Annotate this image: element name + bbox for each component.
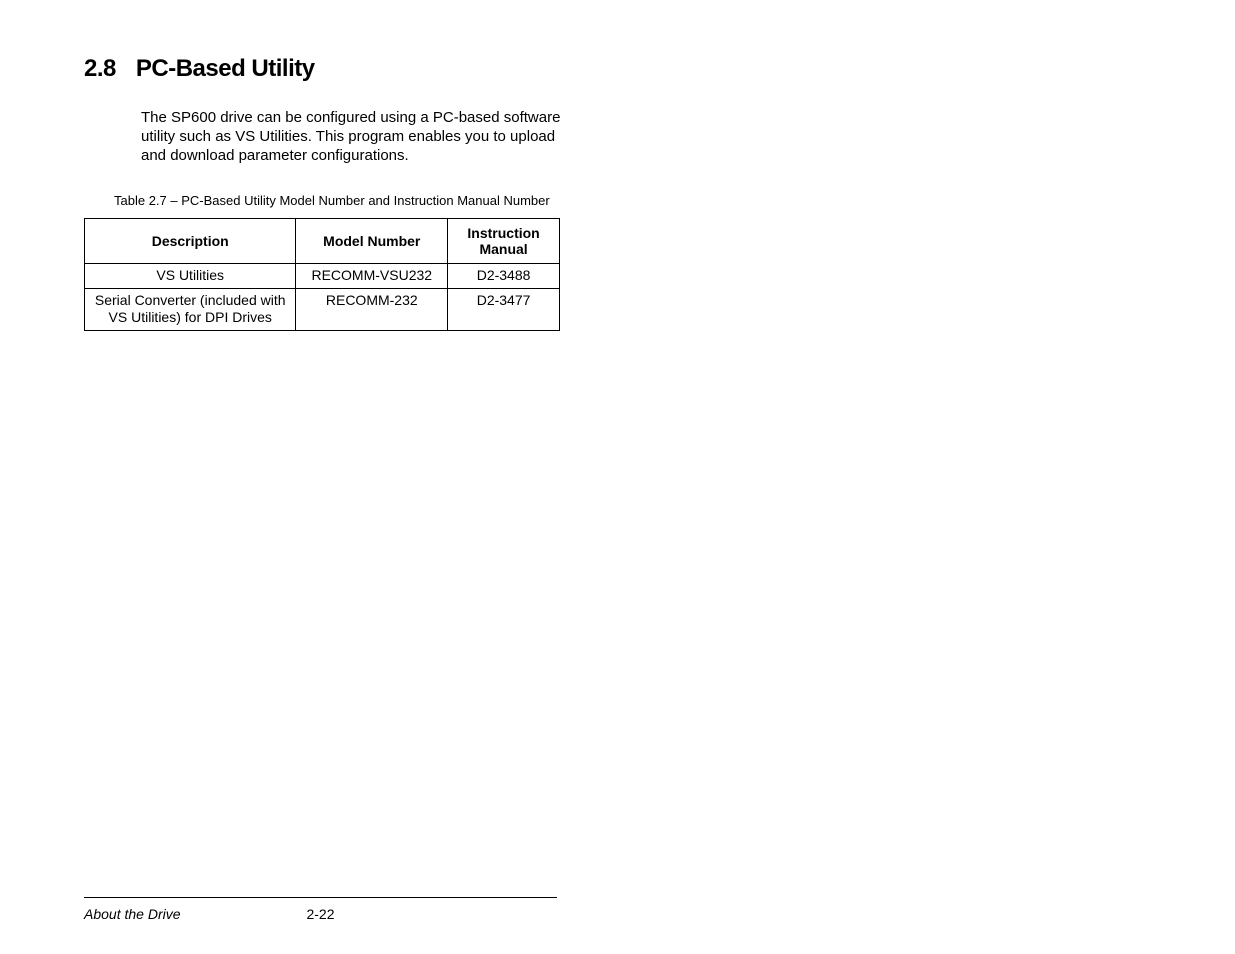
utility-table: Description Model Number Instruction Man… <box>84 218 560 331</box>
table-header-row: Description Model Number Instruction Man… <box>85 219 560 264</box>
col-header-description: Description <box>85 219 296 264</box>
cell-manual: D2-3477 <box>448 288 560 330</box>
cell-description: Serial Converter (included with VS Utili… <box>85 288 296 330</box>
col-header-manual: Instruction Manual <box>448 219 560 264</box>
table-caption: Table 2.7 – PC-Based Utility Model Numbe… <box>114 193 1151 208</box>
table-row: Serial Converter (included with VS Utili… <box>85 288 560 330</box>
col-header-model: Model Number <box>296 219 448 264</box>
section-heading: 2.8 PC-Based Utility <box>84 55 1151 83</box>
cell-model: RECOMM-232 <box>296 288 448 330</box>
cell-manual: D2-3488 <box>448 264 560 289</box>
table-row: VS Utilities RECOMM-VSU232 D2-3488 <box>85 264 560 289</box>
footer-row: About the Drive 2-22 <box>84 906 557 922</box>
footer-page-number: 2-22 <box>306 906 334 922</box>
page-content: 2.8 PC-Based Utility The SP600 drive can… <box>0 0 1235 331</box>
page-footer: About the Drive 2-22 <box>84 897 1151 922</box>
body-paragraph: The SP600 drive can be configured using … <box>141 109 571 165</box>
section-number: 2.8 <box>84 55 116 83</box>
footer-divider <box>84 897 557 898</box>
section-title: PC-Based Utility <box>136 55 315 83</box>
footer-section-name: About the Drive <box>84 906 181 922</box>
cell-model: RECOMM-VSU232 <box>296 264 448 289</box>
cell-description: VS Utilities <box>85 264 296 289</box>
